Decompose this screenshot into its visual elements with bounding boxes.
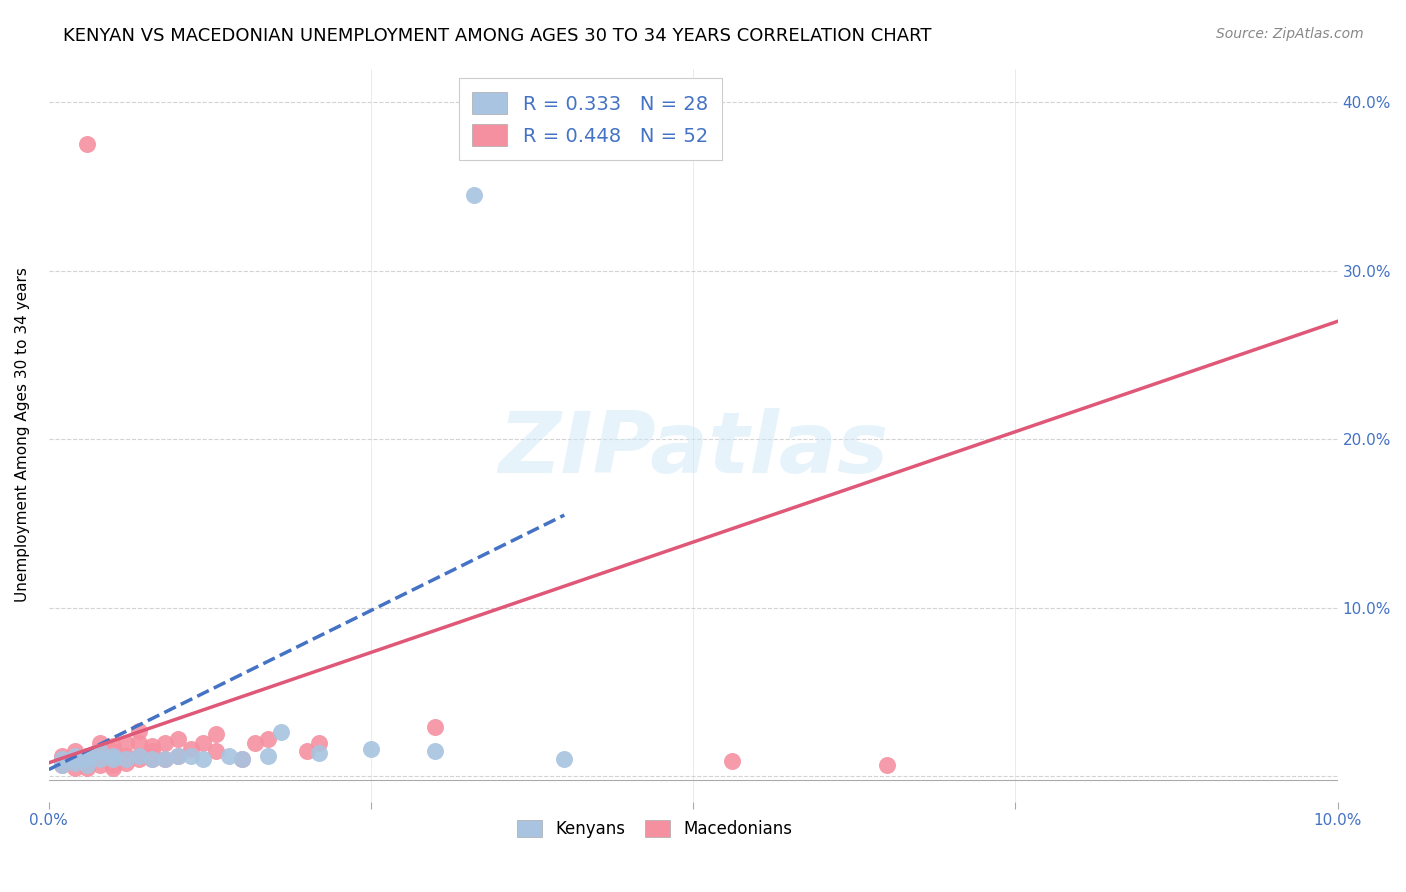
Point	[51, 749, 73, 764]
Point	[89, 752, 111, 766]
Point	[231, 752, 253, 766]
Point	[76, 757, 98, 772]
Point	[63, 761, 86, 775]
Point	[425, 721, 447, 735]
Point	[205, 727, 228, 741]
Point	[141, 752, 163, 766]
Point	[166, 749, 188, 764]
Point	[128, 749, 150, 764]
Point	[257, 749, 280, 764]
Point	[103, 752, 125, 766]
Point	[103, 752, 125, 766]
Point	[115, 752, 138, 766]
Point	[63, 752, 86, 766]
Point	[89, 752, 111, 766]
Point	[51, 757, 73, 772]
Point	[63, 756, 86, 770]
Point	[76, 752, 98, 766]
Point	[115, 736, 138, 750]
Point	[876, 757, 898, 772]
Point	[243, 736, 266, 750]
Point	[115, 752, 138, 766]
Point	[180, 742, 202, 756]
Point	[141, 739, 163, 753]
Point	[218, 749, 240, 764]
Point	[128, 749, 150, 764]
Point	[76, 752, 98, 766]
Point	[51, 752, 73, 766]
Point	[308, 736, 330, 750]
Point	[128, 736, 150, 750]
Point	[76, 756, 98, 770]
Point	[141, 752, 163, 766]
Point	[89, 736, 111, 750]
Point	[63, 744, 86, 758]
Point	[308, 746, 330, 760]
Point	[180, 749, 202, 764]
Point	[89, 744, 111, 758]
Point	[553, 752, 575, 766]
Point	[103, 757, 125, 772]
Text: Source: ZipAtlas.com: Source: ZipAtlas.com	[1216, 27, 1364, 41]
Point	[166, 749, 188, 764]
Point	[115, 756, 138, 770]
Point	[128, 752, 150, 766]
Point	[76, 749, 98, 764]
Point	[51, 757, 73, 772]
Point	[89, 744, 111, 758]
Point	[63, 749, 86, 764]
Point	[76, 761, 98, 775]
Point	[63, 752, 86, 766]
Point	[193, 736, 215, 750]
Point	[63, 752, 86, 766]
Point	[103, 761, 125, 775]
Point	[89, 757, 111, 772]
Point	[63, 749, 86, 764]
Point	[153, 752, 176, 766]
Point	[76, 137, 98, 152]
Point	[425, 744, 447, 758]
Y-axis label: Unemployment Among Ages 30 to 34 years: Unemployment Among Ages 30 to 34 years	[15, 268, 30, 602]
Point	[166, 732, 188, 747]
Point	[103, 739, 125, 753]
Point	[270, 725, 292, 739]
Text: ZIPatlas: ZIPatlas	[498, 409, 889, 491]
Point	[76, 749, 98, 764]
Point	[76, 752, 98, 766]
Point	[128, 723, 150, 738]
Point	[141, 744, 163, 758]
Point	[153, 736, 176, 750]
Point	[76, 757, 98, 772]
Point	[89, 752, 111, 766]
Point	[721, 754, 744, 768]
Legend: Kenyans, Macedonians: Kenyans, Macedonians	[510, 813, 799, 845]
Point	[103, 749, 125, 764]
Point	[257, 732, 280, 747]
Point	[463, 188, 485, 202]
Text: KENYAN VS MACEDONIAN UNEMPLOYMENT AMONG AGES 30 TO 34 YEARS CORRELATION CHART: KENYAN VS MACEDONIAN UNEMPLOYMENT AMONG …	[63, 27, 932, 45]
Point	[103, 744, 125, 758]
Point	[51, 752, 73, 766]
Point	[115, 749, 138, 764]
Point	[295, 744, 318, 758]
Point	[205, 744, 228, 758]
Point	[193, 752, 215, 766]
Point	[231, 752, 253, 766]
Point	[360, 742, 382, 756]
Point	[153, 752, 176, 766]
